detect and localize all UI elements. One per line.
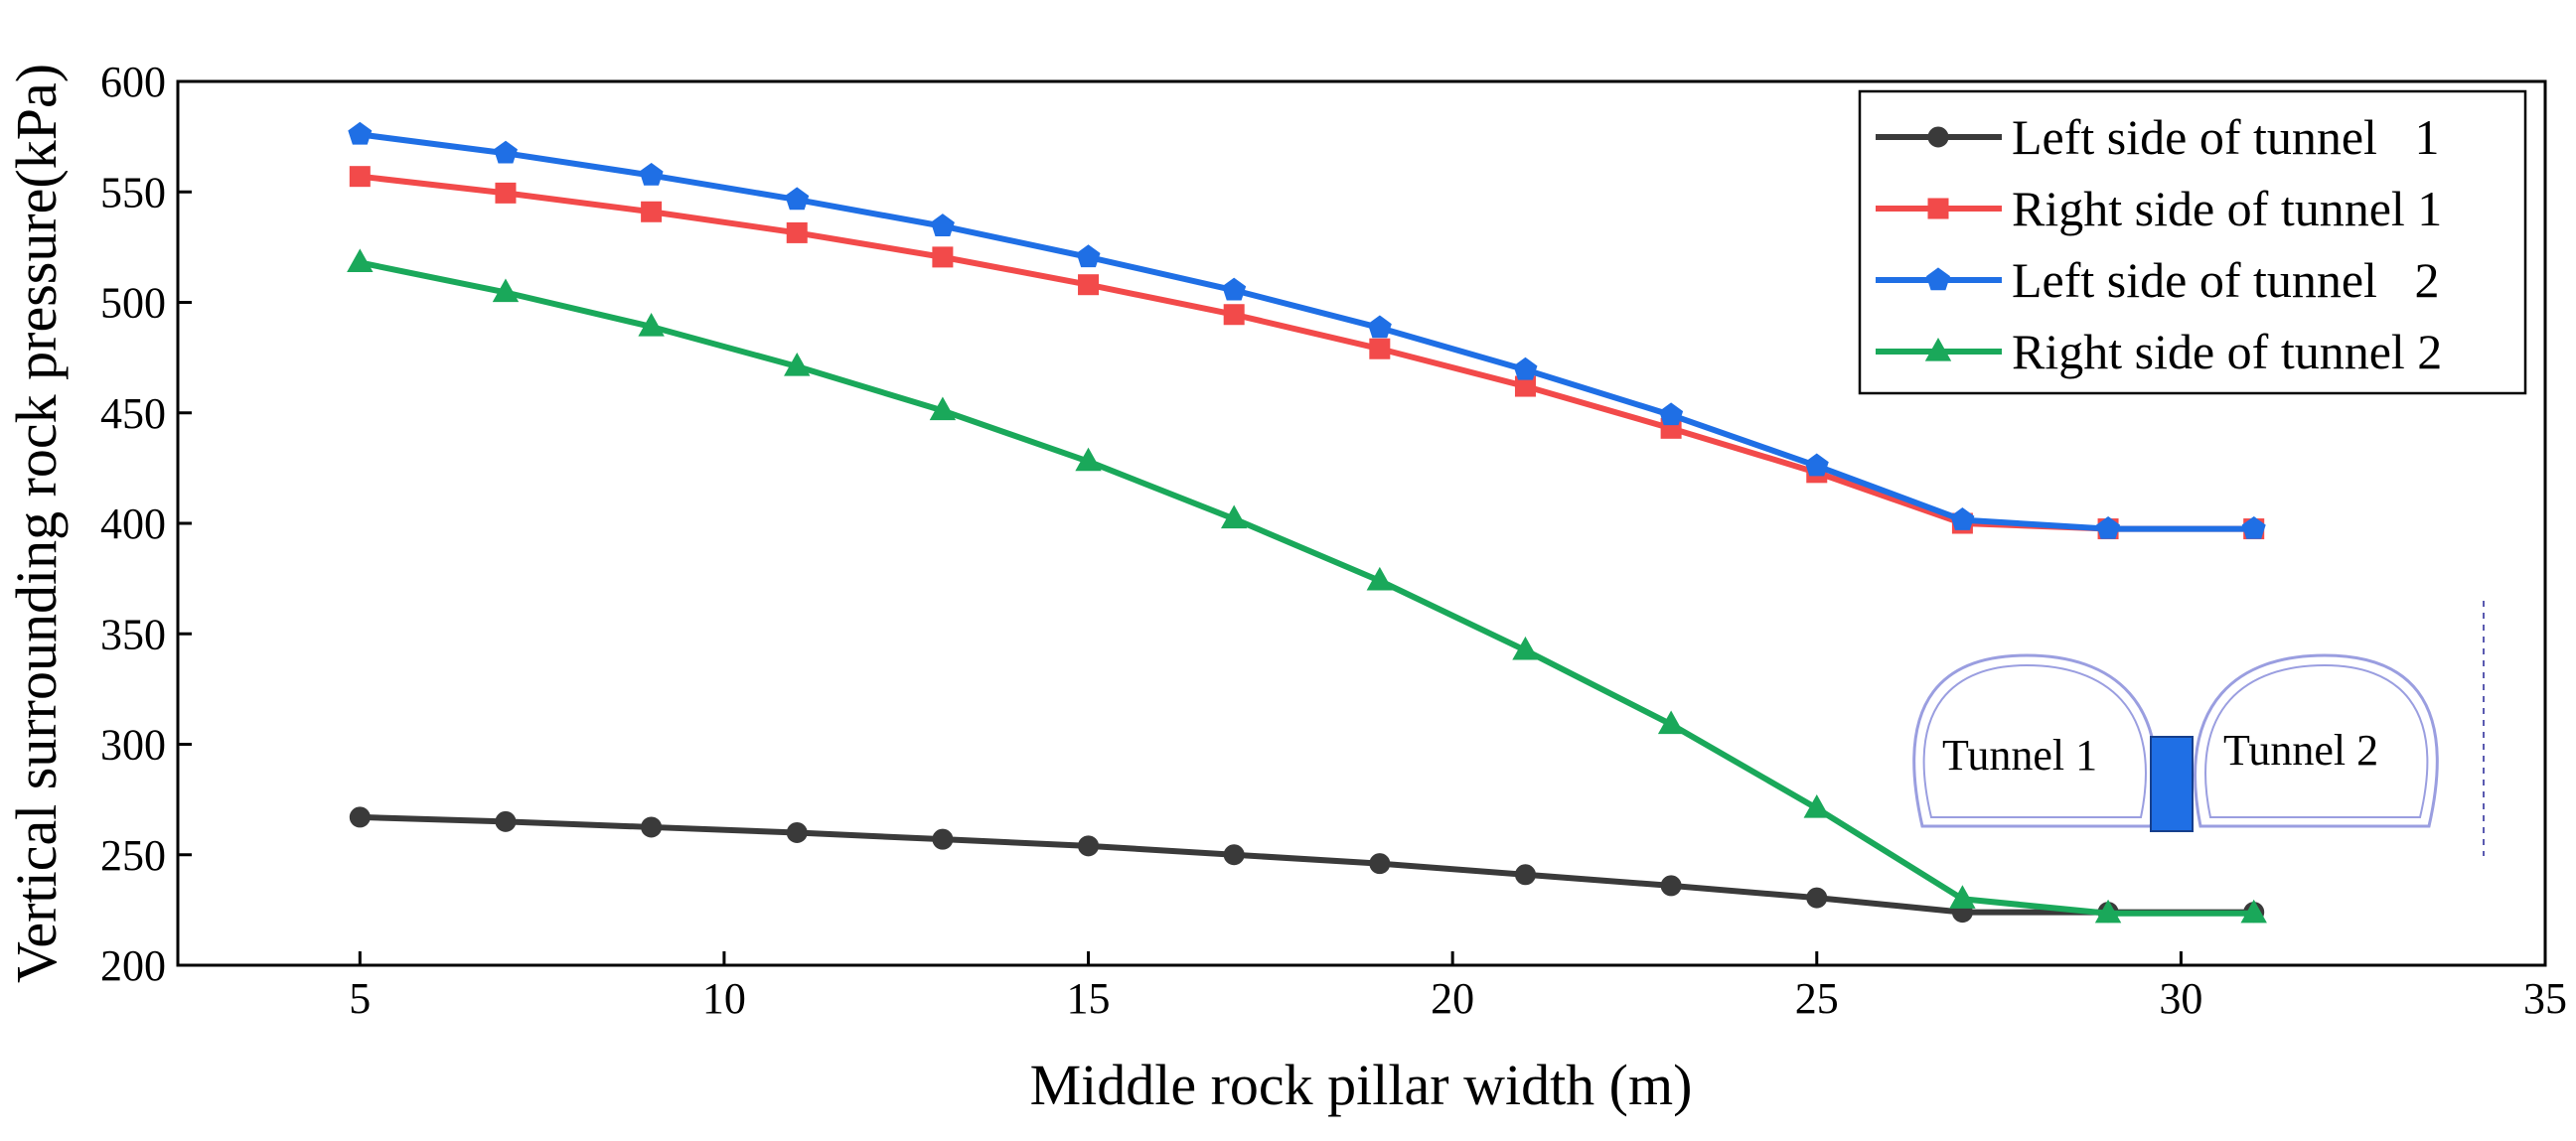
- data-point: [1803, 794, 1830, 818]
- data-point: [2241, 515, 2266, 539]
- data-point: [639, 162, 664, 186]
- series-line: [359, 259, 2254, 917]
- data-point: [349, 166, 371, 188]
- legend-label: Right side of tunnel 2: [2012, 324, 2442, 379]
- legend-marker: [1927, 198, 1949, 219]
- legend-marker: [1925, 267, 1951, 291]
- data-point: [786, 822, 808, 843]
- x-tick-label: 10: [702, 974, 746, 1023]
- data-point: [641, 201, 663, 222]
- y-tick-label: 500: [100, 279, 166, 328]
- data-point: [495, 810, 517, 832]
- axes: 5 10 15 20 25 30 35 200 250 300 350 400 450 500 550 600: [100, 58, 2567, 1023]
- data-point: [932, 828, 954, 850]
- tunnel-2-outline: [2194, 653, 2439, 828]
- data-point: [348, 121, 373, 145]
- x-axis-title: Middle rock pillar width (m): [1030, 1053, 1693, 1117]
- x-tick-label: 30: [2159, 974, 2202, 1023]
- data-point: [1076, 244, 1101, 268]
- data-point: [1369, 853, 1391, 875]
- data-point: [1369, 338, 1391, 359]
- data-point: [1514, 864, 1536, 886]
- legend-entry: Right side of tunnel 1: [1876, 181, 2442, 236]
- data-point: [1075, 447, 1102, 472]
- data-point: [932, 246, 954, 268]
- legend-label: Right side of tunnel 1: [2012, 181, 2442, 236]
- data-point: [786, 221, 808, 243]
- series-line: [359, 131, 2254, 532]
- data-point: [349, 806, 371, 828]
- series-line: [360, 813, 2254, 916]
- y-tick-label: 200: [100, 941, 166, 990]
- data-point: [493, 140, 518, 164]
- data-point: [638, 312, 665, 337]
- data-point: [1222, 277, 1247, 301]
- data-point: [1512, 636, 1539, 660]
- y-tick-label: 300: [100, 721, 166, 770]
- data-point: [1660, 875, 1682, 897]
- legend: Left side of tunnel 1 Right side of tunne…: [1858, 89, 2527, 395]
- data-point: [1078, 835, 1100, 857]
- tunnel-schematic-inset: Tunnel 1 Tunnel 2: [1912, 601, 2485, 856]
- x-tick-label: 35: [2523, 974, 2567, 1023]
- x-tick-label: 20: [1431, 974, 1474, 1023]
- data-point: [1806, 887, 1828, 909]
- data-point: [1078, 274, 1100, 296]
- legend-entry: Left side of tunnel 2: [1876, 252, 2439, 308]
- tunnel-2-label: Tunnel 2: [2223, 726, 2378, 775]
- series-4: [347, 248, 2267, 924]
- data-point: [929, 396, 957, 421]
- data-point: [1804, 453, 1829, 477]
- tunnel-2-inner-outline: [2204, 663, 2429, 818]
- data-point: [785, 187, 810, 211]
- data-point: [495, 182, 517, 204]
- data-point: [1950, 507, 1975, 530]
- y-tick-label: 550: [100, 168, 166, 216]
- tunnel-1-inner-outline: [1922, 663, 2147, 818]
- legend-box: [1858, 89, 2527, 395]
- data-point: [1220, 504, 1248, 529]
- legend-entry: Right side of tunnel 2: [1876, 324, 2442, 379]
- data-point: [1659, 402, 1684, 426]
- y-tick-label: 600: [100, 58, 166, 106]
- series-layer: [347, 121, 2267, 924]
- middle-rock-pillar: [2150, 736, 2194, 832]
- data-point: [930, 214, 955, 236]
- legend-marker: [1924, 337, 1952, 361]
- data-point: [1223, 844, 1245, 866]
- data-point: [1513, 357, 1538, 380]
- data-point: [492, 278, 520, 303]
- data-point: [1367, 315, 1392, 339]
- y-tick-label: 450: [100, 389, 166, 438]
- data-point: [1949, 885, 1976, 909]
- y-tick-label: 250: [100, 831, 166, 880]
- x-tick-label: 15: [1067, 974, 1111, 1023]
- series-line: [359, 173, 2254, 532]
- y-axis-title: Vertical surrounding rock pressure(kPa): [4, 64, 69, 983]
- legend-label: Left side of tunnel 2: [2012, 252, 2439, 308]
- data-point: [641, 816, 663, 838]
- data-point: [2240, 899, 2267, 924]
- data-point: [347, 248, 374, 273]
- data-point: [784, 353, 811, 376]
- legend-entry: Left side of tunnel 1: [1876, 109, 2439, 165]
- series-1: [349, 806, 2265, 924]
- tunnel-1-label: Tunnel 1: [1942, 731, 2097, 780]
- x-tick-label: 25: [1795, 974, 1839, 1023]
- x-tick-label: 5: [349, 974, 371, 1023]
- data-point: [1223, 304, 1245, 326]
- legend-label: Left side of tunnel 1: [2012, 109, 2439, 165]
- data-point: [2094, 899, 2122, 924]
- legend-marker: [1927, 126, 1949, 148]
- y-tick-label: 350: [100, 610, 166, 658]
- data-point: [1366, 566, 1394, 591]
- data-point: [1657, 710, 1685, 735]
- data-point: [2096, 515, 2121, 539]
- series-3: [348, 121, 2266, 539]
- y-tick-label: 400: [100, 499, 166, 548]
